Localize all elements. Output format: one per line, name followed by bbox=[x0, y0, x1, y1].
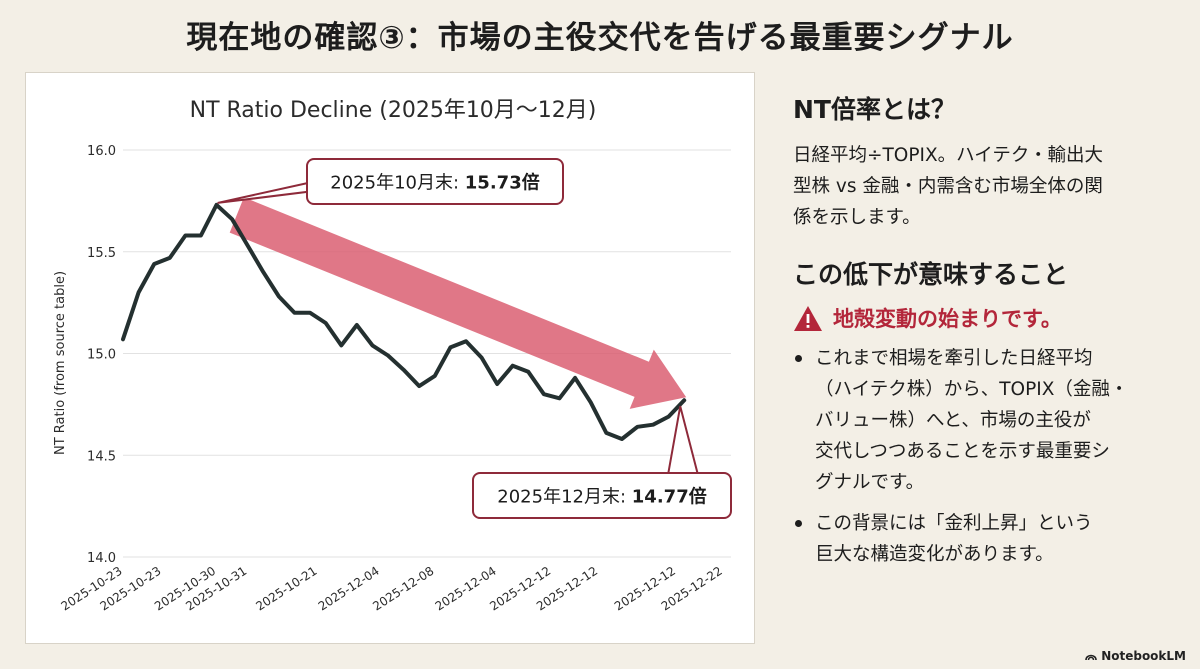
callout-end: 2025年12月末: 14.77倍 bbox=[472, 406, 732, 519]
section-heading-nt-ratio: NT倍率とは？ bbox=[793, 95, 956, 124]
nt-ratio-chart: NT Ratio Decline (2025年10月～12月) NT Ratio… bbox=[53, 98, 732, 614]
section-heading-meaning: この低下が意味すること bbox=[793, 260, 1069, 289]
bullet-item: この背景には「金利上昇」という 巨大な構造変化があります。 bbox=[793, 508, 1183, 570]
section-text-line: 係を示します。 bbox=[793, 207, 921, 228]
y-tick-label: 16.0 bbox=[87, 144, 116, 159]
bullet-line: この背景には「金利上昇」という bbox=[815, 513, 1093, 534]
section-text-line: 日経平均÷TOPIX。ハイテク・輸出大 bbox=[793, 145, 1104, 166]
bullet-line: 交代しつつあることを示す最重要シ bbox=[815, 441, 1110, 462]
series-line bbox=[121, 202, 687, 441]
bullet-line: これまで相場を牽引した日経平均 bbox=[815, 348, 1093, 369]
brand-label: NotebookLM bbox=[1101, 649, 1186, 663]
bullet-line: バリュー株）へと、市場の主役が bbox=[815, 410, 1091, 431]
chart-title: NT Ratio Decline (2025年10月～12月) bbox=[190, 98, 597, 123]
y-tick-label: 14.5 bbox=[87, 449, 116, 464]
side-panel: NT倍率とは？ 日経平均÷TOPIX。ハイテク・輸出大 型株 vs 金融・内需含… bbox=[793, 90, 1183, 580]
warning-row: 地殻変動の始まりです。 bbox=[793, 303, 1183, 333]
callout-peak: 2025年10月末: 15.73倍 bbox=[217, 158, 564, 205]
callout-pointer bbox=[666, 406, 700, 476]
callout-box bbox=[472, 472, 732, 519]
notebooklm-icon bbox=[1085, 654, 1097, 661]
brand-mark: NotebookLM bbox=[1085, 649, 1186, 663]
bullet-dot bbox=[795, 355, 802, 362]
warning-icon bbox=[794, 305, 822, 331]
bullet-line: 巨大な構造変化があります。 bbox=[815, 544, 1054, 565]
x-tick-label: 2025-10-21 bbox=[253, 564, 319, 614]
y-axis-label: NT Ratio (from source table) bbox=[53, 271, 68, 455]
callout-value: 15.73倍 bbox=[465, 172, 540, 194]
callout-value: 14.77倍 bbox=[632, 486, 707, 508]
section-text-line: 型株 vs 金融・内需含む市場全体の関 bbox=[793, 176, 1103, 197]
callout-text: 2025年10月末: 15.73倍 bbox=[330, 172, 539, 194]
callout-label: 2025年12月末: bbox=[497, 487, 632, 508]
callout-label: 2025年10月末: bbox=[330, 173, 465, 194]
bullet-item: これまで相場を牽引した日経平均 （ハイテク株）から、TOPIX（金融・ バリュー… bbox=[793, 343, 1183, 498]
y-tick-label: 15.0 bbox=[87, 348, 116, 363]
trend-arrow bbox=[229, 197, 687, 409]
callout-box bbox=[306, 158, 564, 205]
bullet-line: （ハイテク株）から、TOPIX（金融・ bbox=[815, 379, 1129, 400]
callout-text: 2025年12月末: 14.77倍 bbox=[497, 486, 706, 508]
y-tick-label: 15.5 bbox=[87, 246, 116, 261]
bullet-dot bbox=[795, 520, 802, 527]
bullet-line: グナルです。 bbox=[815, 472, 925, 493]
warning-text: 地殻変動の始まりです。 bbox=[833, 307, 1062, 331]
x-tick-label: 2025-12-08 bbox=[370, 564, 436, 614]
bullet-list: これまで相場を牽引した日経平均 （ハイテク株）から、TOPIX（金融・ バリュー… bbox=[793, 343, 1183, 570]
page-title: 現在地の確認③：市場の主役交代を告げる最重要シグナル bbox=[186, 20, 1014, 56]
y-tick-label: 14.0 bbox=[87, 551, 116, 566]
chart-card: NT Ratio Decline (2025年10月～12月) NT Ratio… bbox=[25, 72, 755, 644]
